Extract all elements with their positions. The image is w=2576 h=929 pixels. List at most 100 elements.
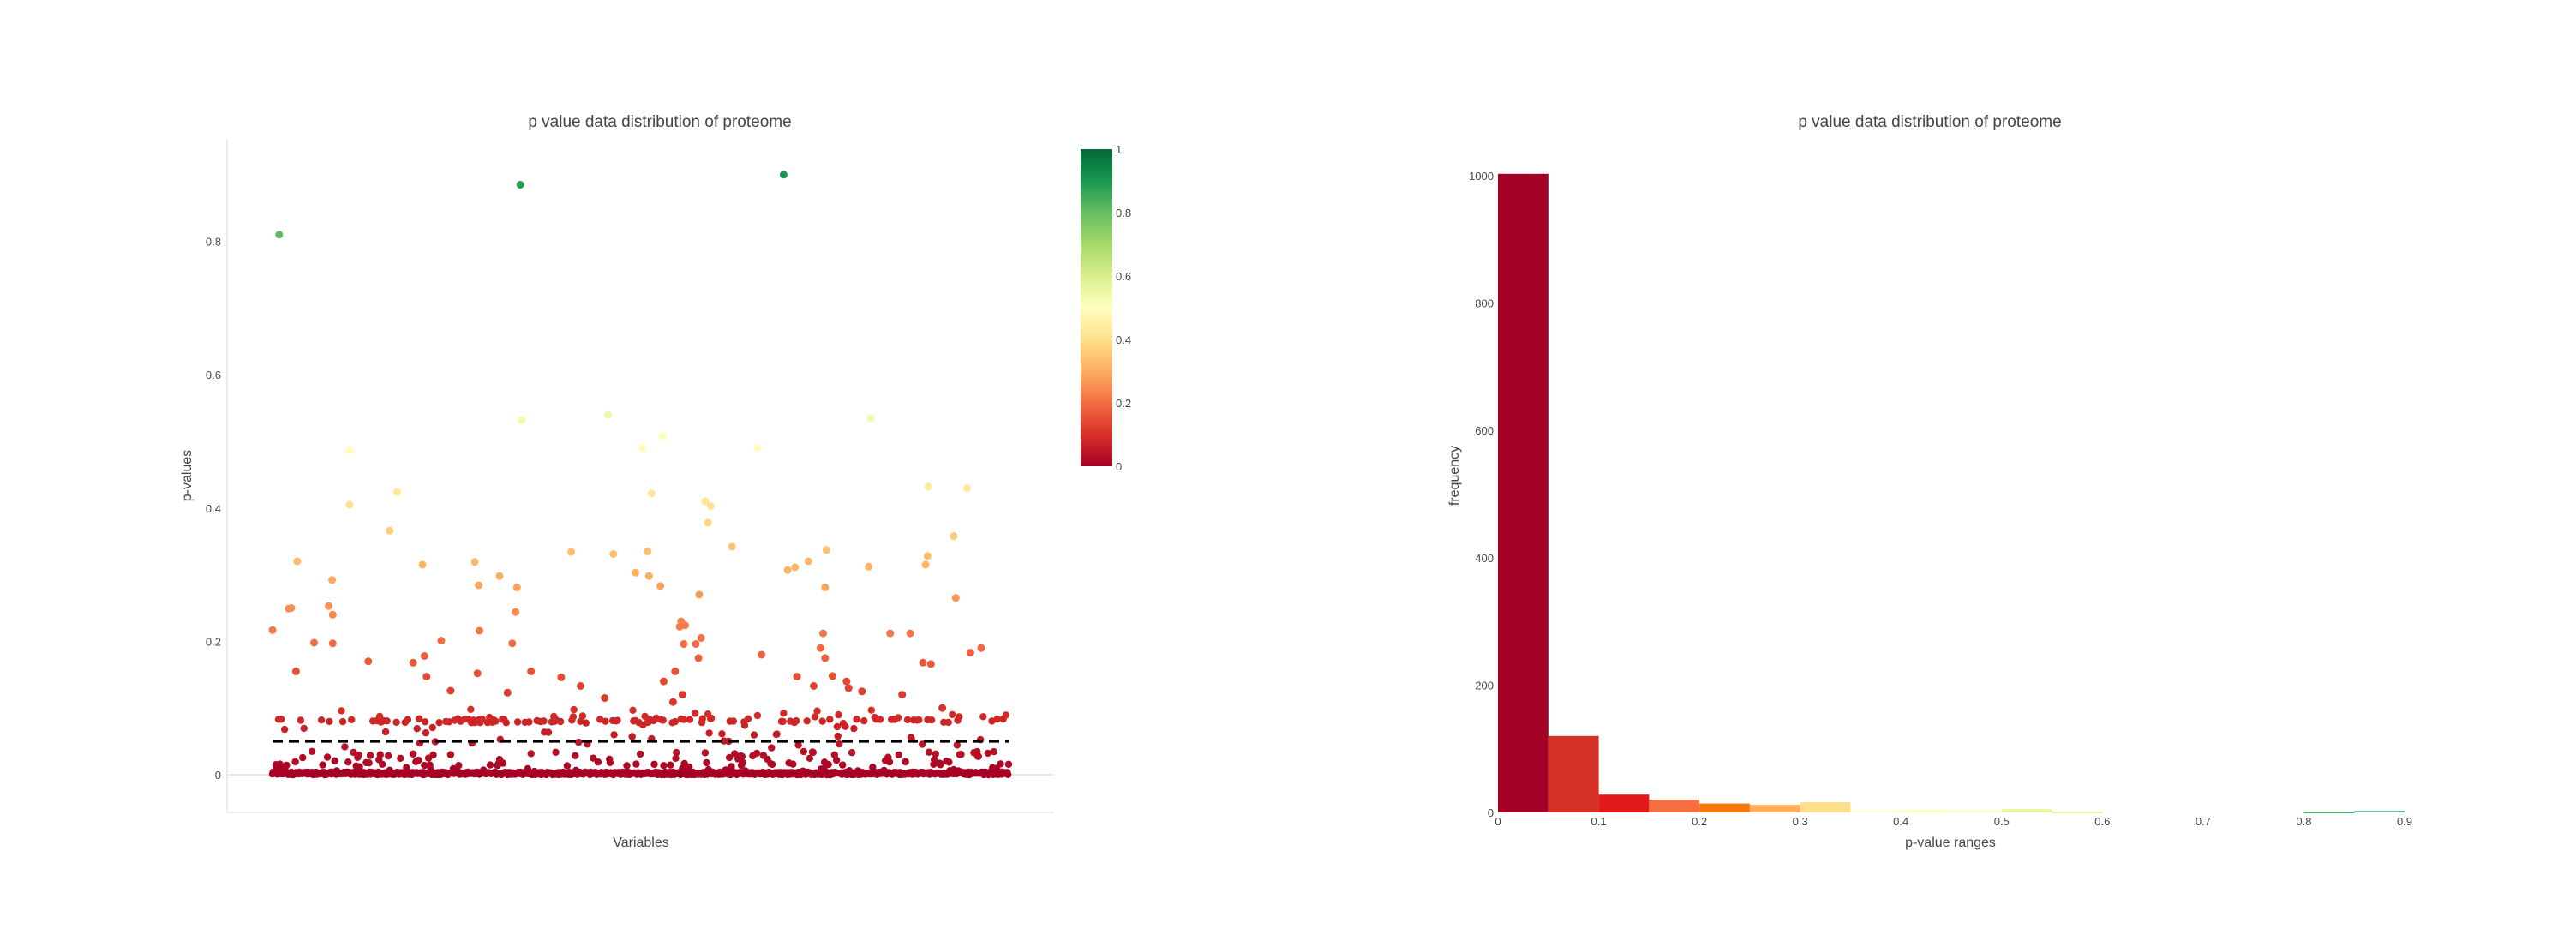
scatter-point bbox=[527, 667, 536, 675]
scatter-point bbox=[338, 707, 345, 715]
histogram-y-tick-label: 200 bbox=[1475, 679, 1494, 692]
scatter-point bbox=[552, 748, 560, 756]
scatter-point bbox=[569, 713, 578, 721]
scatter-point bbox=[867, 706, 875, 714]
scatter-point bbox=[738, 752, 746, 760]
scatter-point bbox=[644, 547, 652, 555]
scatter-point bbox=[894, 714, 902, 722]
scatter-point bbox=[789, 760, 797, 768]
scatter-point bbox=[392, 718, 400, 726]
scatter-point bbox=[706, 502, 715, 510]
scatter-point bbox=[836, 740, 843, 748]
colorbar-tick-label: 1 bbox=[1116, 143, 1122, 156]
scatter-point bbox=[527, 750, 535, 758]
scatter-point bbox=[478, 715, 486, 723]
scatter-point bbox=[832, 756, 841, 764]
scatter-point bbox=[842, 677, 851, 686]
scatter-point bbox=[404, 716, 412, 723]
scatter-point bbox=[925, 748, 933, 756]
scatter-point bbox=[601, 694, 609, 702]
scatter-point bbox=[997, 760, 1004, 768]
scatter-point bbox=[963, 484, 971, 492]
scatter-point bbox=[876, 716, 884, 723]
scatter-point bbox=[556, 717, 565, 726]
scatter-point bbox=[903, 716, 912, 724]
scatter-y-ticks: 0 0.2 0.4 0.6 0.8 bbox=[206, 236, 221, 782]
scatter-point bbox=[671, 717, 679, 726]
scatter-point bbox=[502, 719, 510, 727]
scatter-point bbox=[582, 719, 590, 727]
scatter-point bbox=[435, 719, 443, 727]
scatter-point bbox=[310, 638, 318, 647]
scatter-point bbox=[779, 171, 788, 179]
scatter-point bbox=[725, 753, 734, 762]
scatter-point bbox=[409, 658, 417, 667]
scatter-point bbox=[512, 608, 520, 616]
scatter-point bbox=[731, 750, 739, 758]
scatter-point bbox=[694, 654, 703, 662]
scatter-point bbox=[379, 760, 386, 768]
scatter-point bbox=[697, 634, 705, 642]
histogram-y-label: frequency bbox=[1447, 446, 1462, 506]
scatter-point bbox=[283, 761, 291, 770]
scatter-point bbox=[495, 572, 504, 580]
scatter-point bbox=[803, 717, 811, 725]
scatter-point bbox=[704, 518, 712, 527]
scatter-point bbox=[816, 644, 824, 652]
scatter-point bbox=[701, 749, 710, 757]
scatter-point bbox=[418, 560, 427, 569]
scatter-point bbox=[906, 629, 914, 638]
scatter-point bbox=[512, 583, 521, 591]
scatter-point bbox=[1004, 760, 1013, 768]
scatter-point bbox=[698, 715, 706, 722]
scatter-point bbox=[692, 710, 699, 717]
scatter-point bbox=[486, 761, 494, 769]
scatter-point bbox=[707, 714, 716, 722]
scatter-point bbox=[680, 640, 688, 648]
scatter-point bbox=[927, 716, 936, 724]
scatter-point bbox=[429, 751, 437, 759]
scatter-point bbox=[446, 686, 455, 695]
scatter-point bbox=[728, 542, 736, 551]
scatter-point bbox=[902, 758, 909, 766]
scatter-point bbox=[800, 747, 807, 756]
histogram-x-tick-label: 0.4 bbox=[1893, 815, 1908, 828]
scatter-point bbox=[673, 748, 680, 757]
scatter-point bbox=[323, 753, 332, 761]
scatter-point bbox=[499, 759, 507, 767]
scatter-point bbox=[678, 691, 686, 699]
scatter-point bbox=[420, 652, 428, 660]
histogram-bar bbox=[2052, 812, 2103, 813]
scatter-point bbox=[516, 181, 524, 189]
scatter-point bbox=[308, 747, 316, 755]
scatter-point bbox=[853, 716, 860, 723]
colorbar-gradient bbox=[1081, 149, 1112, 466]
scatter-point bbox=[811, 713, 819, 721]
scatter-point bbox=[839, 761, 847, 769]
scatter-point bbox=[993, 715, 1001, 723]
scatter-point bbox=[658, 432, 667, 441]
scatter-point bbox=[984, 749, 992, 758]
scatter-point bbox=[647, 489, 656, 498]
histogram-bar bbox=[1951, 810, 2002, 812]
scatter-point bbox=[437, 637, 446, 645]
scatter-point bbox=[949, 710, 956, 719]
histogram-x-tick-label: 0.8 bbox=[2296, 815, 2311, 828]
scatter-point bbox=[319, 761, 326, 769]
scatter-y-tick-label: 0.6 bbox=[206, 369, 221, 381]
histogram-bar bbox=[1901, 810, 1951, 812]
scatter-point bbox=[885, 758, 894, 766]
scatter-point bbox=[473, 669, 482, 678]
histogram-x-tick-label: 0 bbox=[1495, 815, 1501, 828]
scatter-point bbox=[794, 741, 802, 749]
histogram-y-tick-label: 400 bbox=[1475, 552, 1494, 565]
histogram-x-ticks: 0 0.1 0.2 0.3 0.4 0.5 0.6 0.7 0.8 0.9 bbox=[1495, 815, 2412, 828]
scatter-point bbox=[376, 751, 384, 758]
scatter-point bbox=[806, 754, 814, 762]
scatter-point bbox=[446, 751, 455, 758]
scatter-point bbox=[695, 590, 704, 599]
colorbar-tick-label: 0.8 bbox=[1116, 207, 1131, 219]
scatter-point bbox=[278, 716, 285, 723]
